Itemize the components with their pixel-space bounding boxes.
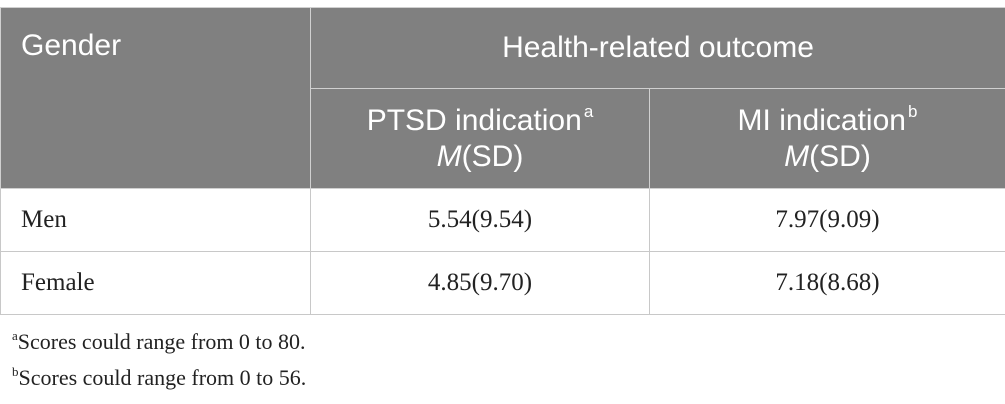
header-mi-marker: b [907,102,918,121]
cell-men-mi: 7.97(9.09) [649,188,1005,252]
header-mi-stat-mean: M [784,140,810,173]
footnote-a: aScores could range from 0 to 80. [12,324,306,360]
footnote-a-text: Scores could range from 0 to 80. [17,329,306,354]
header-health-outcome: Health-related outcome [310,7,1005,89]
footnote-b: bScores could range from 0 to 56. [12,360,306,396]
footnote-b-marker: b [12,364,19,379]
table-row-female: Female 4.85(9.70) 7.18(8.68) [0,251,1005,315]
header-mi-label: MI indication [737,104,906,137]
cell-men-ptsd: 5.54(9.54) [310,188,650,252]
header-mi-stat-sd: (SD) [809,140,871,173]
table-row-men: Men 5.54(9.54) 7.97(9.09) [0,188,1005,252]
footnote-b-text: Scores could range from 0 to 56. [18,365,307,390]
header-ptsd-label: PTSD indication [366,104,582,137]
header-ptsd-stat: M(SD) [312,139,648,175]
row-label-female: Female [0,251,311,315]
header-mi: MI indication b M(SD) [649,88,1005,189]
results-table: Gender Health-related outcome PTSD indic… [0,7,1005,315]
header-gender: Gender [0,7,311,189]
header-ptsd-stat-sd: (SD) [461,140,524,173]
footnote-a-marker: a [12,328,18,343]
header-ptsd: PTSD indication a M(SD) [310,88,650,189]
cell-female-ptsd: 4.85(9.70) [310,251,650,315]
header-ptsd-stat-mean: M [436,140,462,173]
row-label-men: Men [0,188,311,252]
header-row-sub: PTSD indication a M(SD) MI indication b M(… [1,88,1005,189]
header-ptsd-marker: a [583,102,594,121]
cell-female-mi: 7.18(8.68) [649,251,1005,315]
header-mi-stat: M(SD) [651,139,1004,175]
header-row-top: Gender Health-related outcome [0,7,1005,189]
footnotes: aScores could range from 0 to 80. bScore… [12,324,306,396]
